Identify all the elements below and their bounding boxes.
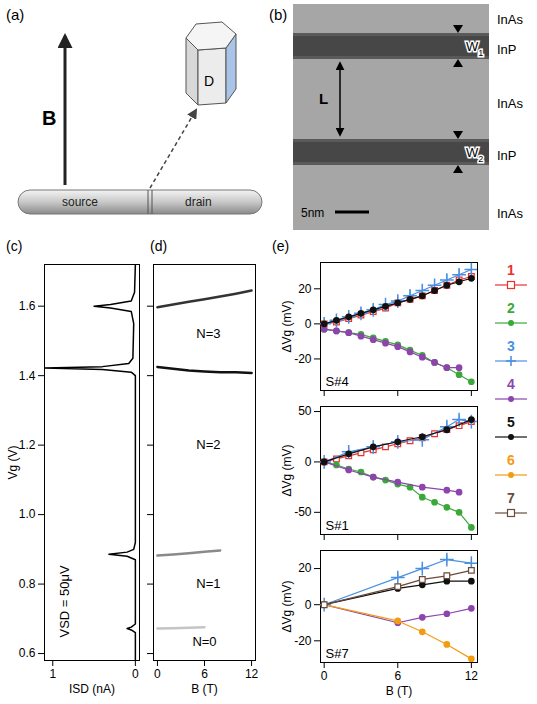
svg-text:(b): (b) [269,6,287,23]
svg-text:0.8: 0.8 [19,577,36,591]
svg-text:InP: InP [497,148,517,163]
svg-text:N=0: N=0 [192,634,216,649]
svg-text:S#7: S#7 [326,646,349,661]
svg-text:-20: -20 [294,634,312,648]
svg-text:B (T): B (T) [386,684,413,698]
svg-text:0: 0 [321,669,328,683]
svg-text:0: 0 [305,455,312,469]
svg-text:S#4: S#4 [326,374,349,389]
html-text:2: 2 [507,300,515,316]
svg-text:InAs: InAs [497,96,524,111]
svg-text:InAs: InAs [497,12,524,27]
svg-text:B (T): B (T) [191,682,218,696]
svg-text:12: 12 [245,667,259,681]
html-text:(c): (c) [6,238,23,254]
html-text:5: 5 [507,414,515,430]
svg-text:S#1: S#1 [326,518,349,533]
svg-text:1.2: 1.2 [19,438,36,452]
svg-text:6: 6 [394,669,401,683]
svg-text:VSD = 50μV: VSD = 50μV [57,565,72,637]
svg-text:-20: -20 [294,352,312,366]
svg-text:N=1: N=1 [196,576,220,591]
svg-text:0: 0 [132,667,139,681]
svg-text:12: 12 [465,669,479,683]
html-text:3: 3 [507,338,515,354]
svg-text:L: L [319,90,328,107]
svg-text:B: B [42,107,56,129]
svg-text:N=3: N=3 [196,326,220,341]
svg-text:6: 6 [201,667,208,681]
html-text:(d): (d) [150,238,168,254]
html-text:4: 4 [507,376,515,392]
svg-text:ΔVg (mV): ΔVg (mV) [280,300,294,352]
svg-text:D: D [204,73,214,89]
svg-text:1.4: 1.4 [19,368,36,382]
svg-text:5nm: 5nm [301,206,324,220]
svg-text:Vg (V): Vg (V) [6,445,20,479]
svg-text:20: 20 [298,282,312,296]
svg-text:source: source [62,195,98,209]
svg-text:N=2: N=2 [196,437,220,452]
svg-text:0: 0 [154,667,161,681]
svg-text:InAs: InAs [497,206,524,221]
html-text:(e): (e) [272,238,290,254]
svg-text:drain: drain [185,195,212,209]
svg-text:20: 20 [298,561,312,575]
svg-text:1.6: 1.6 [19,299,36,313]
svg-text:0: 0 [305,317,312,331]
html-text:1: 1 [507,262,515,278]
svg-text:W2: W2 [466,145,483,164]
svg-text:-50: -50 [294,505,312,519]
html-text:7: 7 [507,490,515,506]
svg-text:InP: InP [497,42,517,57]
svg-text:0: 0 [305,598,312,612]
svg-text:ΔVg (mV): ΔVg (mV) [280,580,294,632]
svg-text:W1: W1 [466,39,483,58]
svg-text:50: 50 [298,404,312,418]
svg-text:1.0: 1.0 [19,507,36,521]
svg-text:ISD (nA): ISD (nA) [69,682,115,696]
html-text:6: 6 [507,452,515,468]
svg-text:ΔVg (mV): ΔVg (mV) [280,444,294,496]
svg-text:0.6: 0.6 [19,646,36,660]
svg-text:1: 1 [49,667,56,681]
svg-text:(a): (a) [6,6,24,23]
